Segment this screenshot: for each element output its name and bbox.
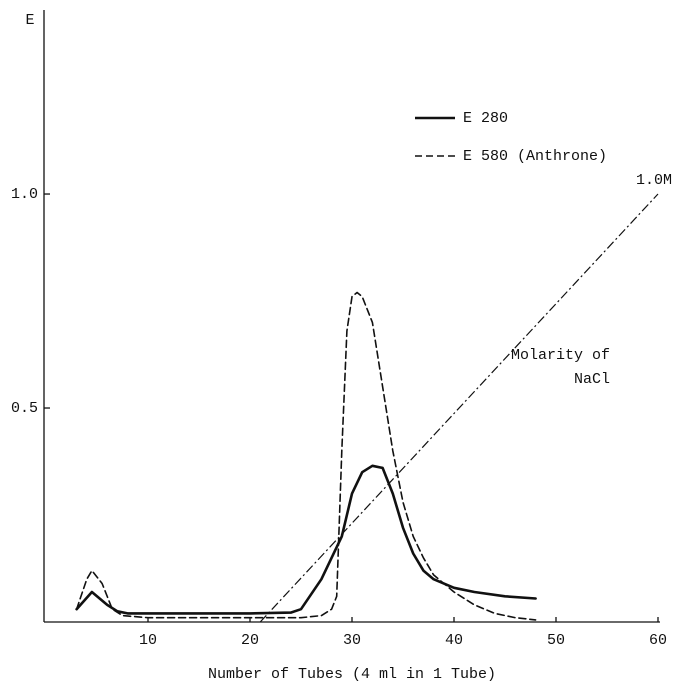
molarity-end-label: 1.0M — [636, 172, 672, 189]
x-axis-label: Number of Tubes (4 ml in 1 Tube) — [208, 666, 496, 683]
y-tick-label: 1.0 — [11, 186, 38, 203]
legend-label: E 280 — [463, 110, 508, 127]
x-tick-label: 40 — [445, 632, 463, 649]
molarity-label: Molarity of — [511, 347, 610, 364]
x-tick-label: 10 — [139, 632, 157, 649]
data-line — [75, 291, 537, 621]
legend-label: E 580 (Anthrone) — [463, 148, 607, 165]
x-tick-label: 30 — [343, 632, 361, 649]
x-tick-label: 20 — [241, 632, 259, 649]
y-axis-label: E — [25, 12, 34, 29]
x-tick-label: 50 — [547, 632, 565, 649]
molarity-line — [259, 193, 659, 623]
x-tick-label: 60 — [649, 632, 667, 649]
molarity-label: NaCl — [574, 371, 610, 388]
y-tick-label: 0.5 — [11, 400, 38, 417]
data-line — [75, 464, 537, 615]
